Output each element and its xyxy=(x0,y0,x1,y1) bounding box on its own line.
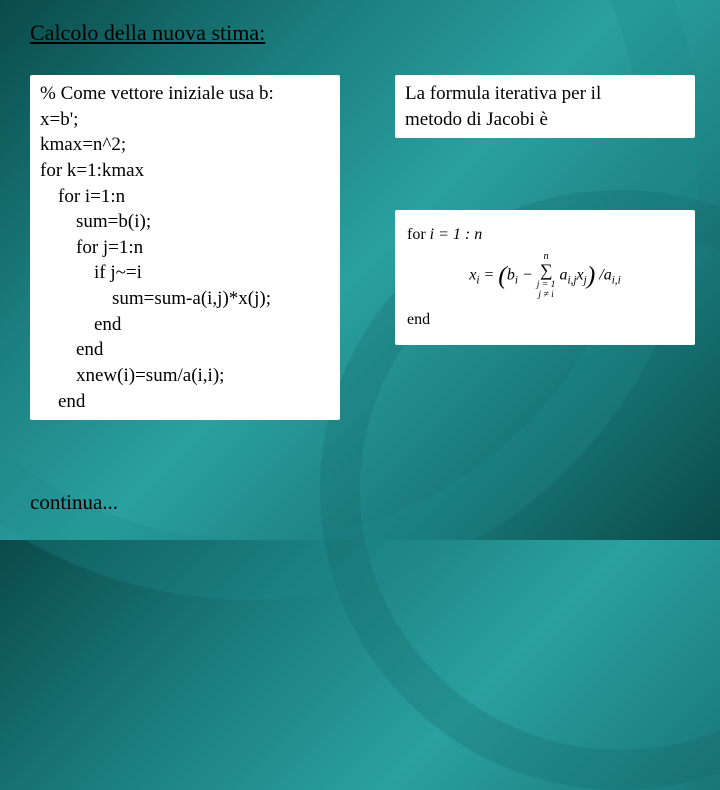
heading-text: Calcolo della nuova stima: xyxy=(30,20,265,45)
x-sub: i xyxy=(476,274,479,286)
formula-box: for i = 1 : n xi = (bi − n ∑ j = 1 j ≠ i… xyxy=(395,210,695,345)
a2-sub: i,i xyxy=(612,274,621,286)
equals: = xyxy=(484,266,495,283)
formula-end-line: end xyxy=(407,309,683,331)
code-line: for j=1:n xyxy=(40,235,330,261)
code-line: end xyxy=(40,389,330,415)
sum-symbol: ∑ xyxy=(540,260,553,280)
code-line: kmax=n^2; xyxy=(40,132,330,158)
formula-for-line: for i = 1 : n xyxy=(407,224,683,246)
code-line: sum=sum-a(i,j)*x(j); xyxy=(40,286,330,312)
formula-equation: xi = (bi − n ∑ j = 1 j ≠ i ai,jxj) /ai,i xyxy=(407,252,683,300)
code-line: for i=1:n xyxy=(40,184,330,210)
b-var: b xyxy=(507,266,515,283)
description-line: La formula iterativa per il xyxy=(405,81,685,107)
code-box: % Come vettore iniziale usa b: x=b'; kma… xyxy=(30,75,340,420)
minus: − xyxy=(522,266,533,283)
code-line: if j~=i xyxy=(40,260,330,286)
continua-text: continua... xyxy=(30,490,118,515)
code-line: end xyxy=(40,337,330,363)
code-line: sum=b(i); xyxy=(40,209,330,235)
description-line: metodo di Jacobi è xyxy=(405,107,685,133)
b-sub: i xyxy=(515,274,518,286)
code-line: end xyxy=(40,312,330,338)
a2-var: a xyxy=(604,266,612,283)
code-line: x=b'; xyxy=(40,107,330,133)
slide-heading: Calcolo della nuova stima: xyxy=(30,20,265,46)
sum-lower2: j ≠ i xyxy=(537,290,556,300)
paren-close: ) xyxy=(587,260,596,289)
for-condition: i = 1 : n xyxy=(430,226,483,243)
for-keyword: for xyxy=(407,226,426,243)
code-line: xnew(i)=sum/a(i,i); xyxy=(40,363,330,389)
code-line: % Come vettore iniziale usa b: xyxy=(40,81,330,107)
paren-open: ( xyxy=(498,260,507,289)
description-box: La formula iterativa per il metodo di Ja… xyxy=(395,75,695,138)
xj-var: x xyxy=(576,266,583,283)
code-line: for k=1:kmax xyxy=(40,158,330,184)
